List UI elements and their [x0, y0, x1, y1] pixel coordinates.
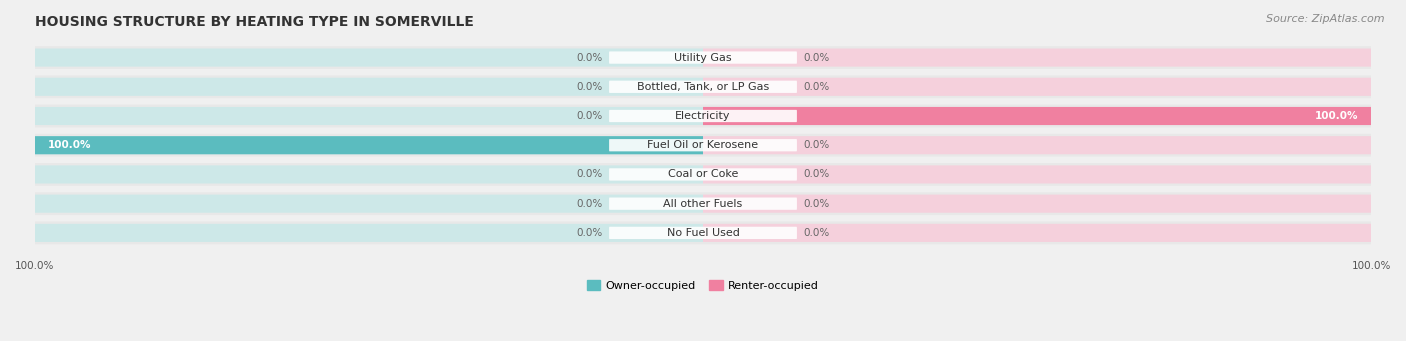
FancyBboxPatch shape	[35, 75, 1371, 98]
Text: 0.0%: 0.0%	[803, 53, 830, 62]
FancyBboxPatch shape	[609, 197, 797, 210]
Text: Utility Gas: Utility Gas	[675, 53, 731, 62]
FancyBboxPatch shape	[35, 165, 703, 183]
FancyBboxPatch shape	[35, 136, 703, 154]
FancyBboxPatch shape	[609, 110, 797, 122]
FancyBboxPatch shape	[35, 222, 1371, 244]
FancyBboxPatch shape	[35, 192, 1371, 215]
Text: 100.0%: 100.0%	[1315, 111, 1358, 121]
FancyBboxPatch shape	[35, 105, 1371, 128]
FancyBboxPatch shape	[703, 136, 1371, 154]
Text: 0.0%: 0.0%	[803, 82, 830, 92]
Text: No Fuel Used: No Fuel Used	[666, 228, 740, 238]
Text: 100.0%: 100.0%	[48, 140, 91, 150]
Text: 0.0%: 0.0%	[576, 199, 603, 209]
Text: 0.0%: 0.0%	[576, 228, 603, 238]
Text: 0.0%: 0.0%	[576, 53, 603, 62]
Text: 0.0%: 0.0%	[803, 140, 830, 150]
FancyBboxPatch shape	[35, 46, 1371, 69]
FancyBboxPatch shape	[703, 165, 1371, 183]
FancyBboxPatch shape	[703, 107, 1371, 125]
FancyBboxPatch shape	[35, 136, 703, 154]
Text: All other Fuels: All other Fuels	[664, 199, 742, 209]
FancyBboxPatch shape	[35, 134, 1371, 157]
FancyBboxPatch shape	[703, 78, 1371, 96]
Text: Coal or Coke: Coal or Coke	[668, 169, 738, 179]
FancyBboxPatch shape	[35, 48, 703, 66]
Text: 0.0%: 0.0%	[576, 82, 603, 92]
Text: Fuel Oil or Kerosene: Fuel Oil or Kerosene	[647, 140, 759, 150]
Text: 0.0%: 0.0%	[803, 169, 830, 179]
FancyBboxPatch shape	[703, 195, 1371, 213]
Text: HOUSING STRUCTURE BY HEATING TYPE IN SOMERVILLE: HOUSING STRUCTURE BY HEATING TYPE IN SOM…	[35, 15, 474, 29]
FancyBboxPatch shape	[703, 107, 1371, 125]
FancyBboxPatch shape	[35, 78, 703, 96]
Text: 0.0%: 0.0%	[803, 199, 830, 209]
FancyBboxPatch shape	[609, 168, 797, 181]
FancyBboxPatch shape	[703, 224, 1371, 242]
FancyBboxPatch shape	[609, 51, 797, 64]
Text: Source: ZipAtlas.com: Source: ZipAtlas.com	[1267, 14, 1385, 24]
FancyBboxPatch shape	[35, 163, 1371, 186]
FancyBboxPatch shape	[703, 48, 1371, 66]
FancyBboxPatch shape	[609, 81, 797, 93]
Text: 0.0%: 0.0%	[803, 228, 830, 238]
FancyBboxPatch shape	[35, 195, 703, 213]
Text: 0.0%: 0.0%	[576, 169, 603, 179]
FancyBboxPatch shape	[35, 107, 703, 125]
Text: 0.0%: 0.0%	[576, 111, 603, 121]
FancyBboxPatch shape	[609, 227, 797, 239]
Text: Bottled, Tank, or LP Gas: Bottled, Tank, or LP Gas	[637, 82, 769, 92]
FancyBboxPatch shape	[35, 224, 703, 242]
Legend: Owner-occupied, Renter-occupied: Owner-occupied, Renter-occupied	[582, 276, 824, 295]
FancyBboxPatch shape	[609, 139, 797, 151]
Text: Electricity: Electricity	[675, 111, 731, 121]
